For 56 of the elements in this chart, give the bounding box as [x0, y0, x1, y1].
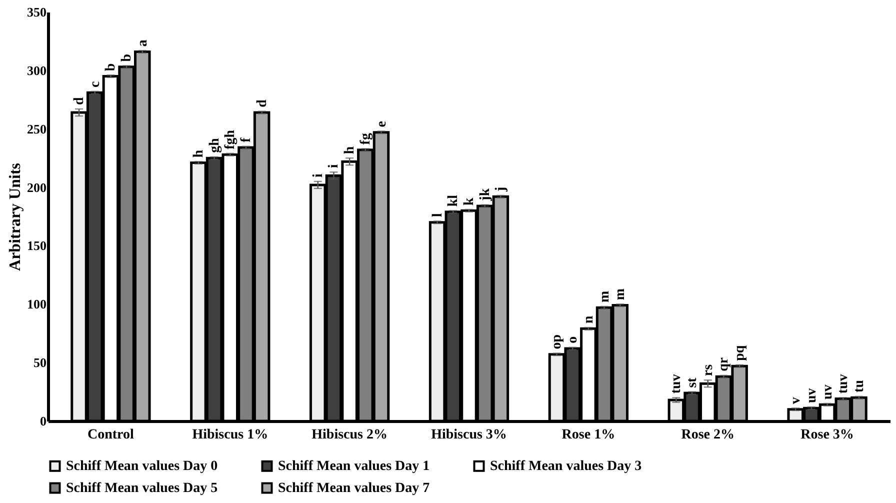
legend-label: Schiff Mean values Day 7 — [278, 481, 430, 496]
data-label: h — [342, 146, 358, 154]
data-label: pq — [732, 345, 748, 361]
legend-label: Schiff Mean values Day 1 — [278, 459, 430, 474]
data-label: h — [191, 150, 206, 158]
y-tick-label: 350 — [27, 4, 46, 20]
data-label: i — [310, 173, 326, 178]
legend-label: Schiff Mean values Day 3 — [490, 459, 642, 474]
data-label: jk — [478, 188, 493, 202]
y-tick-label: 100 — [27, 296, 46, 312]
data-label: b — [104, 63, 119, 72]
x-tick-label: Hibiscus 3% — [431, 428, 507, 442]
data-label: c — [88, 81, 103, 88]
x-tick-label: Hibiscus 1% — [192, 428, 268, 442]
data-label: k — [462, 197, 477, 206]
data-label: gh — [207, 138, 222, 153]
x-tick-label: Rose 2% — [681, 428, 735, 442]
data-label: m — [597, 290, 612, 302]
data-label: n — [581, 316, 596, 324]
x-tick-label: Rose 1% — [562, 428, 616, 442]
data-label: j — [494, 186, 509, 192]
data-label: f — [238, 137, 254, 142]
data-label: d — [72, 96, 88, 105]
data-label: m — [613, 288, 628, 300]
y-tick-label: 250 — [27, 121, 46, 136]
data-label: rs — [700, 364, 716, 376]
legend-label: Schiff Mean values Day 5 — [66, 481, 218, 496]
data-label: d — [254, 99, 270, 108]
data-label: st — [685, 377, 700, 388]
data-label: tuv — [669, 374, 684, 394]
data-label: qr — [716, 357, 732, 372]
data-label: tuv — [836, 374, 852, 394]
x-tick-label: Rose 3% — [800, 428, 854, 442]
y-axis-title: Arbitrary Units — [7, 163, 24, 271]
data-label: a — [135, 40, 150, 47]
data-label: o — [566, 336, 581, 344]
data-label: kl — [446, 194, 462, 207]
data-label: uv — [804, 388, 820, 403]
y-tick-label: 300 — [27, 62, 46, 78]
y-tick-label: 200 — [27, 180, 46, 195]
data-label: uv — [820, 384, 836, 400]
data-label: e — [374, 120, 390, 128]
data-label: fgh — [223, 130, 238, 150]
y-tick-label: 0 — [40, 414, 46, 428]
data-label: tu — [852, 380, 867, 392]
data-label: l — [430, 213, 446, 218]
data-label: fg — [358, 133, 374, 145]
x-tick-label: Hibiscus 2% — [312, 428, 388, 442]
data-label: v — [788, 397, 804, 404]
data-label: i — [326, 164, 342, 168]
legend-label: Schiff Mean values Day 0 — [66, 459, 218, 474]
y-tick-label: 50 — [34, 355, 46, 370]
data-label: op — [550, 334, 565, 350]
data-label: b — [120, 54, 135, 62]
y-tick-label: 150 — [27, 238, 46, 254]
x-tick-label: Control — [87, 428, 134, 442]
